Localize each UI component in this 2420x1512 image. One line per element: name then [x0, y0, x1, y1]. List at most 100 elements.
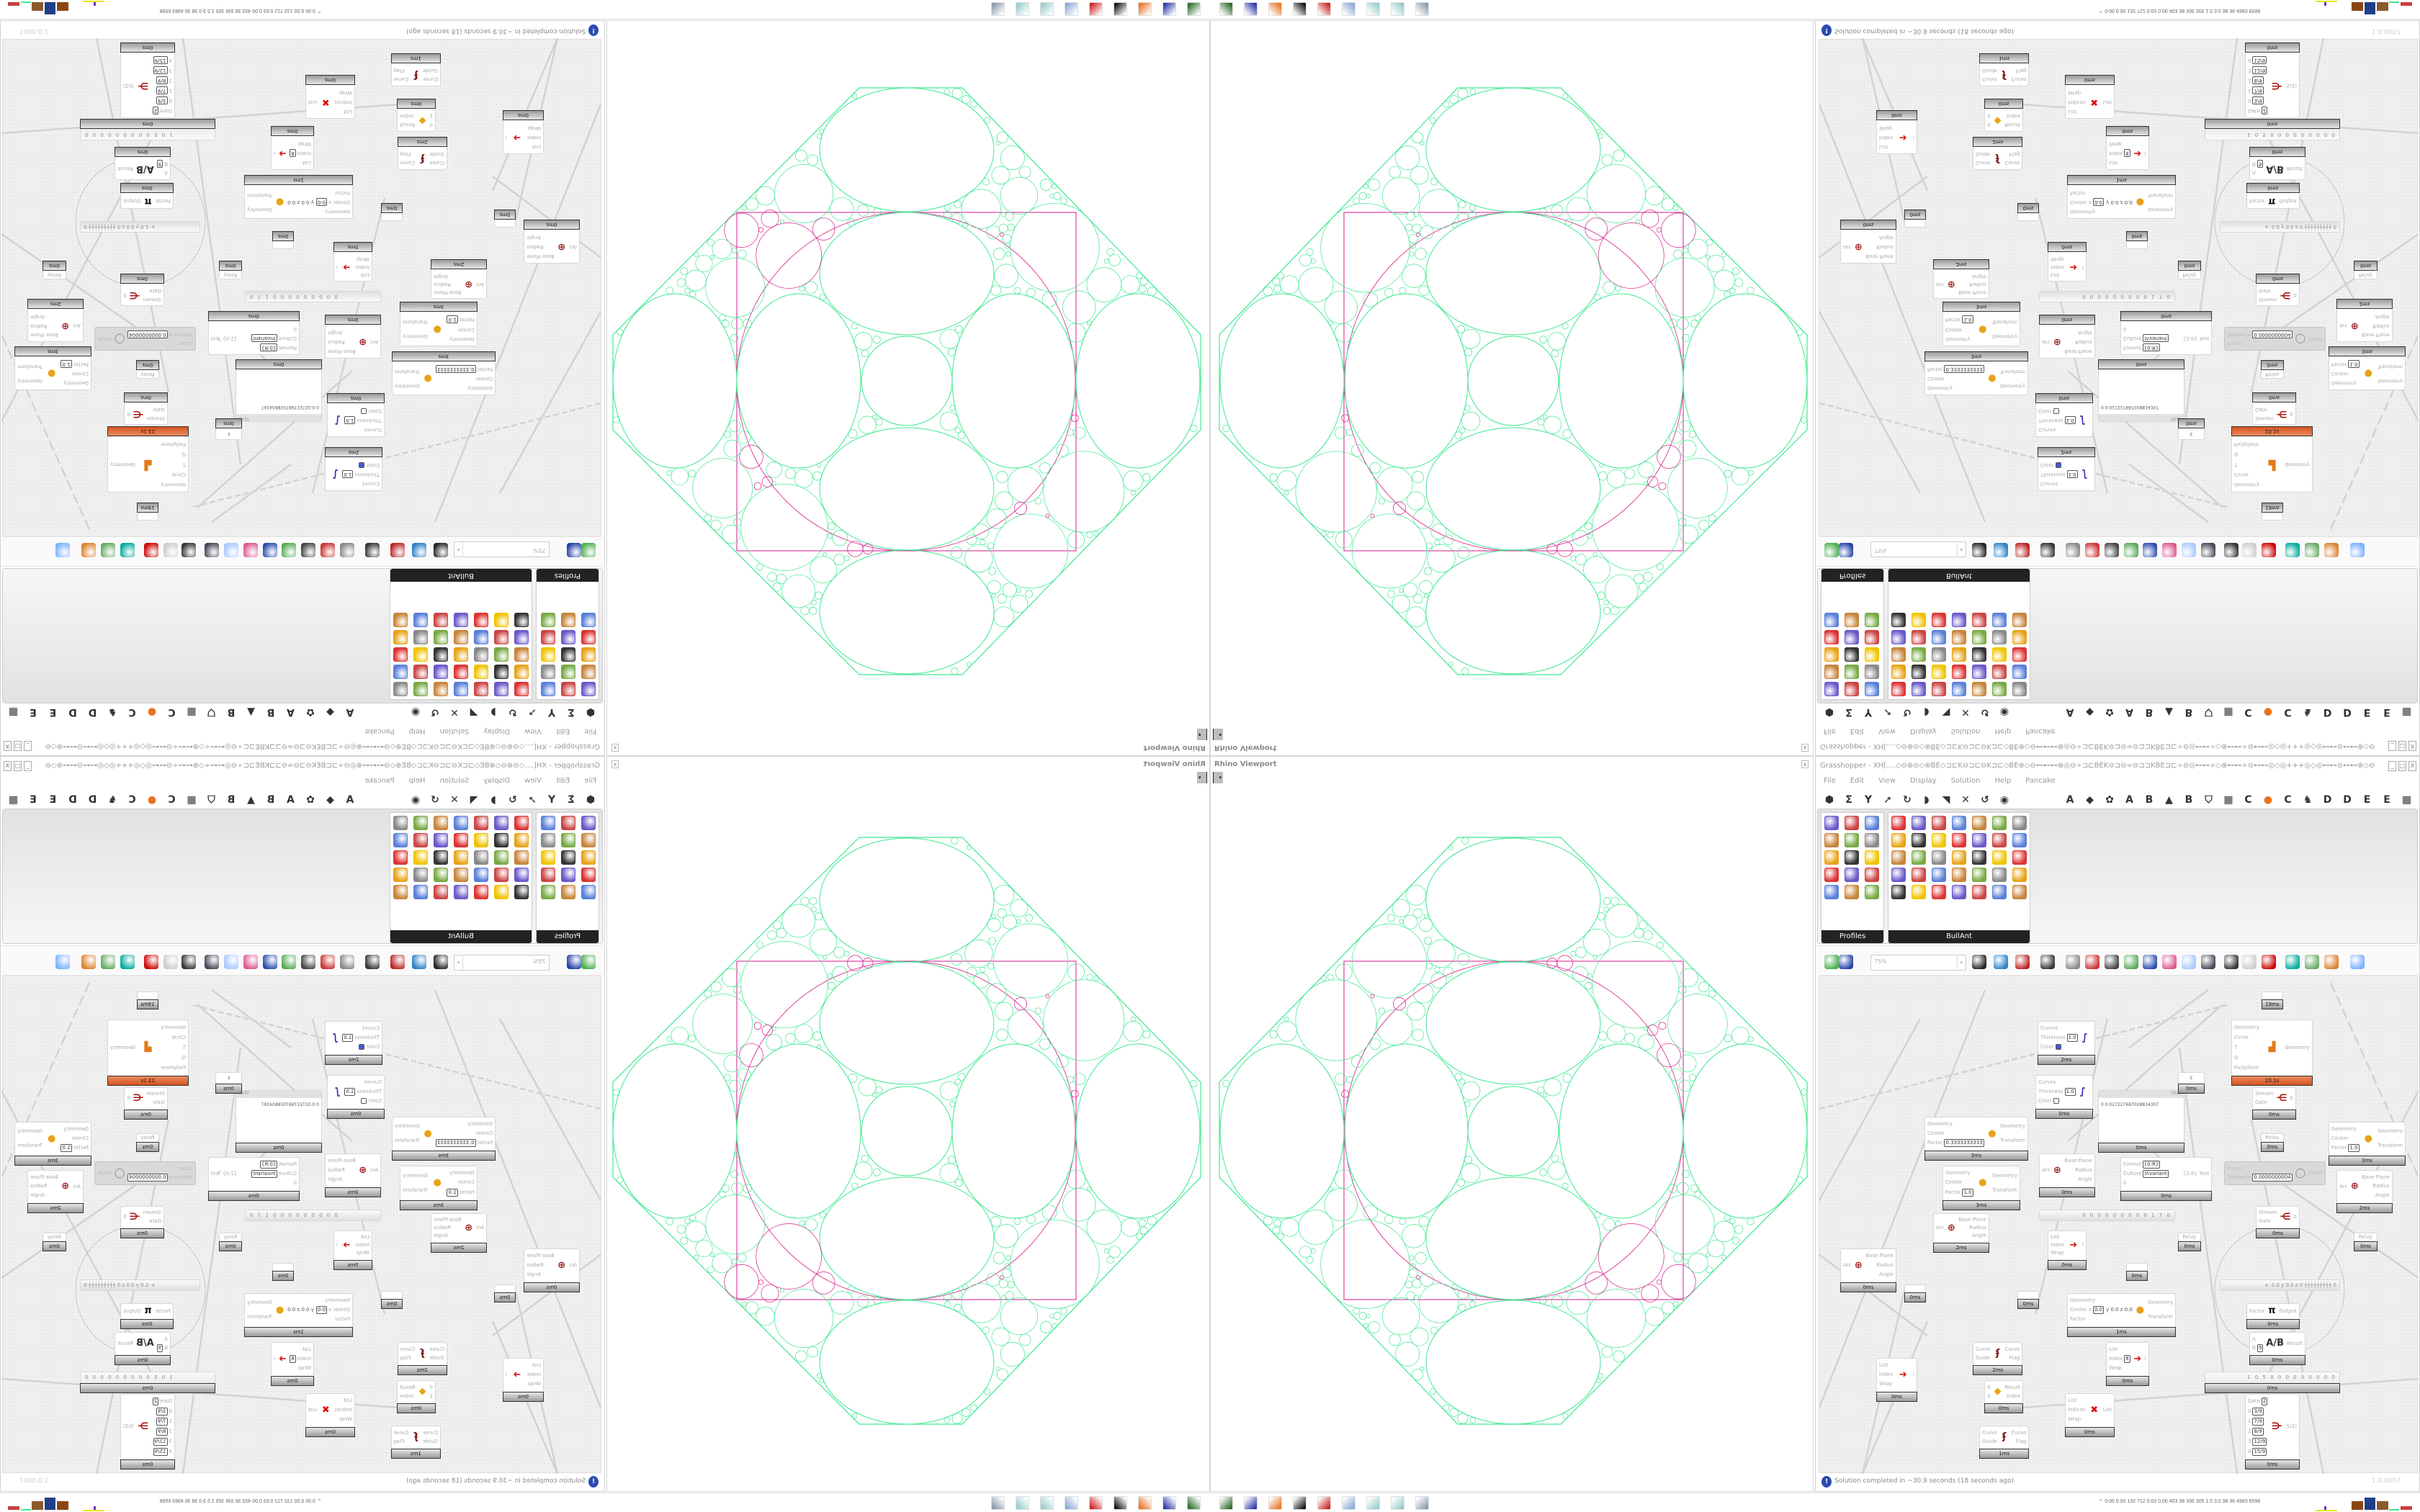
palette-tool-icon[interactable]: [1865, 816, 1879, 830]
input-param[interactable]: Gate: [143, 1218, 161, 1225]
palette-tool-icon[interactable]: [1952, 816, 1966, 830]
input-param[interactable]: Gate2: [152, 1398, 172, 1406]
tab-icon[interactable]: ◆: [326, 794, 334, 806]
param-value[interactable]: 0.3333333333: [436, 1139, 476, 1147]
palette-tool-icon[interactable]: [474, 682, 488, 696]
chevron-down-icon[interactable]: ▾: [454, 955, 463, 970]
input-param[interactable]: Curve: [2227, 339, 2293, 347]
toolbar-button-icon[interactable]: [182, 543, 196, 557]
toolbar-button-icon[interactable]: [263, 543, 277, 557]
palette-label[interactable]: Profiles: [537, 930, 599, 943]
input-param[interactable]: Arc: [1843, 243, 1851, 251]
input-param[interactable]: Stream: [143, 295, 161, 303]
panel-component[interactable]: (0;0) 0 0.027227687028834307 0ms: [236, 359, 322, 422]
input-param[interactable]: B9: [156, 1344, 168, 1352]
calculator-icon[interactable]: [1342, 1496, 1355, 1510]
tab-icon[interactable]: ▦: [2223, 706, 2233, 718]
deconstruct-arc-component[interactable]: Arc ⊕ Base Plane Radius Angle 0ms: [1840, 220, 1896, 264]
input-param[interactable]: Tolerance0.0000000004: [127, 1174, 193, 1182]
relay-component[interactable]: Relay 0ms: [219, 1233, 242, 1251]
palette-tool-icon[interactable]: [1932, 850, 1946, 865]
palette-tool-icon[interactable]: [1824, 647, 1839, 662]
input-param[interactable]: T: [2234, 1044, 2259, 1052]
palette-label[interactable]: Profiles: [1821, 930, 1883, 943]
tab-icon[interactable]: A: [346, 706, 354, 718]
input-param[interactable]: Factor0.3333333333: [436, 365, 493, 373]
output-param[interactable]: Result: [117, 1340, 133, 1346]
output-param[interactable]: Geometry: [110, 1044, 135, 1050]
notepad-icon[interactable]: [1016, 1496, 1029, 1510]
input-param[interactable]: Factor: [2070, 1315, 2133, 1323]
menu-file[interactable]: File: [1824, 777, 1836, 785]
input-param[interactable]: List: [334, 107, 352, 115]
palette-tool-icon[interactable]: [1845, 647, 1859, 662]
output-param[interactable]: Radius: [1876, 244, 1894, 250]
relay-component[interactable]: Relay 0ms: [2354, 1233, 2378, 1251]
tab-icon[interactable]: ◉: [411, 706, 421, 718]
param-value[interactable]: 1.0: [344, 416, 356, 424]
toolbar-button-icon[interactable]: [365, 955, 380, 969]
close-button[interactable]: X: [2408, 761, 2416, 771]
output-param[interactable]: Circle: [2308, 336, 2323, 342]
calculator-icon[interactable]: [1342, 2, 1355, 16]
output-param[interactable]: i: [506, 135, 507, 140]
floppy-64-icon[interactable]: [1244, 2, 1258, 16]
input-param[interactable]: Center: [2331, 369, 2360, 377]
input-param[interactable]: Tolerance0.0000000004: [127, 330, 193, 338]
printer-icon[interactable]: [1415, 1496, 1429, 1510]
input-param[interactable]: Q: [161, 1054, 186, 1062]
palette-tool-icon[interactable]: [1891, 885, 1906, 899]
output-param[interactable]: Angle: [1878, 1272, 1894, 1277]
maximize-button[interactable]: □: [14, 761, 22, 771]
output-param[interactable]: Flag: [2015, 1438, 2027, 1444]
input-param[interactable]: Arc: [2339, 322, 2347, 330]
palette-tool-icon[interactable]: [2012, 665, 2027, 679]
input-param[interactable]: CultureInvariant: [251, 334, 297, 342]
output-param[interactable]: Angle: [30, 313, 45, 320]
tab-icon[interactable]: ✕: [450, 706, 459, 718]
relay-component[interactable]: Relay 0ms: [219, 261, 242, 279]
tab-icon[interactable]: ⬢: [586, 794, 596, 806]
output-param[interactable]: Geometry: [247, 206, 272, 212]
tab-icon[interactable]: E: [2363, 706, 2371, 718]
input-param[interactable]: Index: [1879, 133, 1893, 141]
input-param[interactable]: 0: [2123, 325, 2169, 333]
palette-tool-icon[interactable]: [1912, 682, 1926, 696]
input-param[interactable]: Curve: [127, 1165, 193, 1173]
toolbar-button-icon[interactable]: [2182, 543, 2196, 557]
param-value[interactable]: Invariant: [2143, 334, 2169, 342]
slider-digits[interactable]: 0 0 0 0 0 0 0 0 0 1 7 0: [2082, 1212, 2172, 1218]
md-slider-component[interactable]: x -1.0 y 0.0 z 0 ┼┼┼┼┼┼┼┼┼ 0: [2220, 1279, 2340, 1291]
palette-tool-icon[interactable]: [2012, 630, 2027, 644]
list-item-component[interactable]: List Index Wrap ➜ i 0ms: [2048, 1230, 2087, 1270]
input-param[interactable]: Format{0:R}: [251, 343, 297, 351]
toolbar-button-icon[interactable]: [224, 543, 238, 557]
palette-tool-icon[interactable]: [413, 630, 428, 644]
palette-tool-icon[interactable]: [1824, 816, 1839, 830]
input-param[interactable]: Factor: [2249, 1308, 2264, 1315]
circle-packing-component-component[interactable]: Geometry Circle T Q FixSphere ▟ Geometry 23.1s: [107, 426, 189, 492]
output-param[interactable]: Flag: [393, 68, 405, 74]
menu-view[interactable]: View: [524, 777, 542, 785]
tab-icon[interactable]: ✿: [2105, 706, 2114, 718]
palette-label[interactable]: Profiles: [1821, 569, 1883, 582]
palette-tool-icon[interactable]: [454, 833, 468, 847]
chevron-down-icon[interactable]: ▾: [1957, 955, 1966, 970]
input-param[interactable]: A: [157, 169, 168, 177]
palette-tool-icon[interactable]: [474, 816, 488, 830]
toolbar-button-icon[interactable]: [581, 955, 596, 969]
param-value[interactable]: 1.0: [447, 1188, 458, 1197]
list-item-component[interactable]: List Index Wrap ➜ i 0ms: [1876, 110, 1917, 154]
param-value[interactable]: 12/9: [153, 66, 168, 75]
tab-icon[interactable]: Y: [1864, 794, 1873, 806]
palette-tool-icon[interactable]: [1891, 613, 1906, 627]
output-param[interactable]: Output: [2279, 1308, 2297, 1314]
output-param[interactable]: Radius: [2075, 1167, 2092, 1173]
stream-gate-component[interactable]: Stream Gate ⋲ 0 0ms: [2256, 274, 2300, 306]
